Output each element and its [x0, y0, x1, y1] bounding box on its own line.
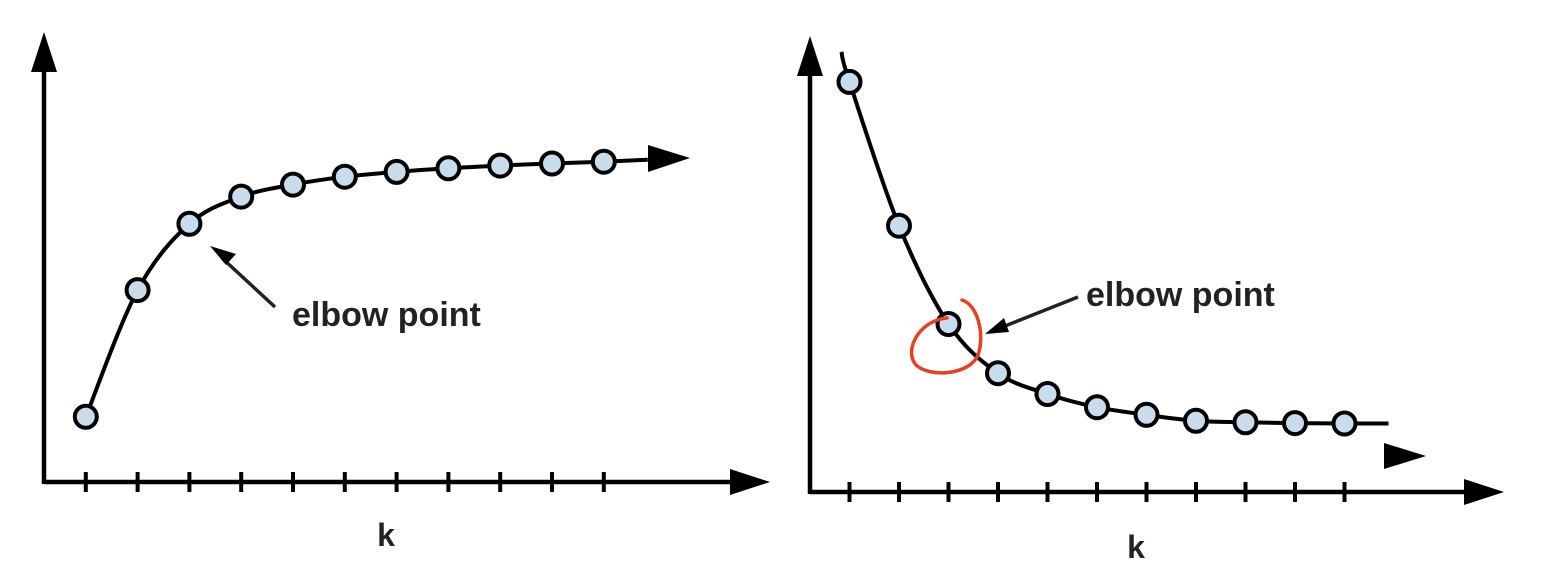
right-data-point: [1133, 401, 1160, 428]
right-annotation-line: [999, 295, 1079, 330]
right-x-ticks: [847, 482, 1347, 502]
right-data-points: [836, 68, 1358, 437]
left-series-arrow: [648, 145, 690, 172]
left-data-point: [435, 155, 462, 182]
chart-right-decreasing: elbow point k: [797, 36, 1504, 565]
right-annotation-arrowhead: [985, 318, 1009, 334]
left-x-axis-label: k: [377, 517, 395, 553]
right-data-point: [1282, 410, 1308, 437]
right-x-axis-arrow: [1464, 479, 1504, 505]
right-data-point: [1084, 394, 1110, 421]
left-data-point: [487, 152, 514, 179]
right-data-point: [1331, 410, 1358, 437]
left-data-points: [72, 148, 617, 430]
left-data-point: [539, 150, 565, 177]
left-y-axis-arrow: [31, 32, 57, 72]
left-x-ticks: [83, 472, 606, 492]
right-data-point: [1034, 381, 1061, 407]
right-annotation-label: elbow point: [1086, 276, 1275, 314]
left-data-point: [383, 158, 410, 185]
right-y-axis-arrow: [797, 36, 823, 76]
right-elbow-highlight-circle: [909, 298, 983, 375]
left-annotation-arrowhead: [210, 246, 236, 265]
right-data-point: [836, 68, 863, 95]
left-data-point: [228, 183, 255, 210]
chart-left-increasing: elbow point k: [31, 32, 770, 553]
left-annotation-line: [220, 256, 277, 309]
left-data-point: [124, 277, 151, 304]
left-data-point: [280, 171, 306, 198]
left-data-point: [176, 210, 203, 237]
right-data-point: [886, 212, 912, 239]
right-series-arrow: [1384, 443, 1426, 469]
right-x-axis-label: k: [1127, 529, 1145, 565]
left-data-point: [331, 163, 358, 190]
right-series-curve: [839, 51, 1389, 426]
left-x-axis-arrow: [730, 469, 770, 495]
left-annotation-label: elbow point: [292, 296, 481, 334]
left-data-point: [72, 403, 99, 430]
right-data-point: [1232, 409, 1259, 436]
right-data-point: [935, 311, 962, 337]
right-data-point: [985, 360, 1011, 387]
left-data-point: [590, 148, 617, 175]
right-data-point: [1183, 407, 1209, 434]
left-series-curve: [83, 157, 648, 418]
